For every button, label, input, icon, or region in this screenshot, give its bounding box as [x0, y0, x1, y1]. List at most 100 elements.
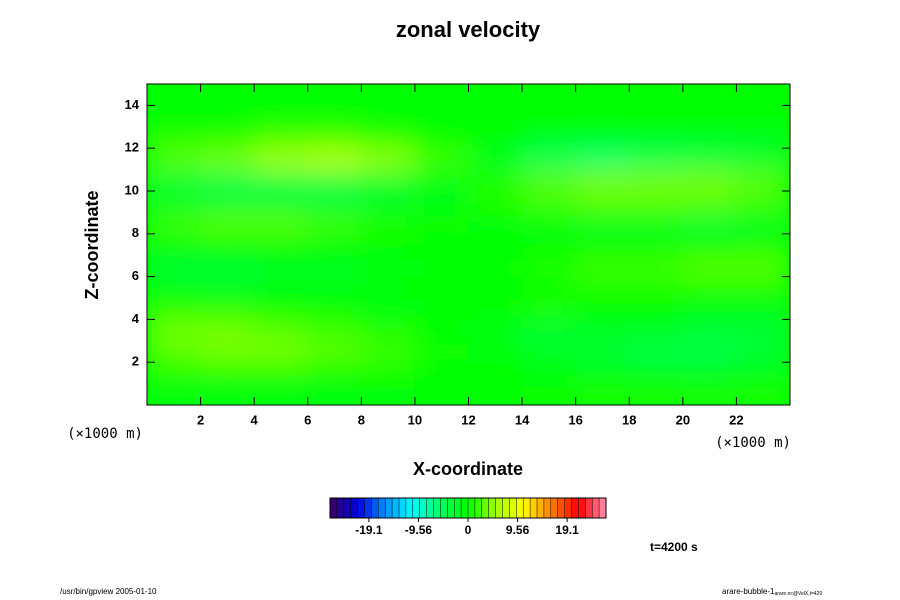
field-cell [628, 104, 684, 128]
field-cell [682, 318, 737, 342]
field-cell [575, 126, 630, 149]
x-tick-label: 4 [251, 412, 259, 427]
field-cell [200, 361, 255, 385]
field-cell [575, 254, 630, 278]
field-cell [521, 190, 577, 213]
field-cell [200, 190, 255, 213]
field-cell [360, 383, 416, 405]
field-cell [468, 297, 523, 320]
colorbar-segment [350, 498, 358, 518]
field-cell [468, 169, 523, 192]
field-cell [468, 147, 523, 171]
field-cell [575, 276, 630, 299]
colorbar-segment [474, 498, 483, 518]
y-axis-label: Z-coordinate [82, 190, 102, 299]
field-cell [200, 169, 255, 192]
field-cell [200, 340, 255, 363]
field-cell [253, 361, 309, 385]
field-cell [414, 276, 469, 299]
field-cell [628, 318, 684, 342]
field-cell [147, 211, 202, 235]
field-cell [414, 104, 469, 128]
time-label: t=4200 s [650, 540, 698, 554]
y-unit: (×1000 m) [67, 426, 143, 442]
field-cell [307, 254, 362, 278]
footer-right-main: arare-bubble-1 [722, 587, 775, 596]
colorbar-segment [461, 498, 469, 518]
footer-right-sub: arare.nc@VelX,t=420 [774, 591, 822, 597]
field-cell [682, 340, 737, 363]
field-cell [735, 84, 790, 106]
field-cell [628, 297, 684, 320]
colorbar-segment [468, 498, 476, 518]
field-cell [200, 104, 255, 128]
field-cell [200, 254, 255, 278]
field-cell [147, 147, 202, 171]
field-cell [200, 383, 255, 405]
field-cell [682, 104, 737, 128]
colorbar-segment [364, 498, 372, 518]
colorbar-tick-label: 19.1 [555, 523, 579, 537]
field-cell [360, 104, 416, 128]
field-cell [200, 84, 255, 106]
x-tick-label: 22 [729, 412, 743, 427]
field-cell [200, 318, 255, 342]
field-cell [414, 361, 469, 385]
chart-title: zonal velocity [396, 17, 541, 42]
colorbar-segment [523, 498, 531, 518]
field-cell [735, 169, 790, 192]
x-tick-label: 18 [622, 412, 636, 427]
field-cell [147, 276, 202, 299]
field-cell [468, 340, 523, 363]
field-cell [468, 318, 523, 342]
field-cell [360, 190, 416, 213]
field-cell [575, 169, 630, 192]
field-cell [360, 254, 416, 278]
field-cell [253, 190, 309, 213]
field-cell [628, 84, 684, 106]
field-cell [521, 318, 577, 342]
field-cell [575, 104, 630, 128]
field-cell [147, 126, 202, 149]
field-cell [575, 340, 630, 363]
field-cell [628, 361, 684, 385]
colorbar-tick-label: 9.56 [506, 523, 530, 537]
y-tick-label: 6 [132, 268, 139, 283]
field-cell [414, 297, 469, 320]
field-cell [253, 383, 309, 405]
field-cell [682, 383, 737, 405]
field-cell [521, 233, 577, 256]
field-cell [735, 361, 790, 385]
field-cell [468, 276, 523, 299]
field-cell [575, 361, 630, 385]
field-cell [628, 169, 684, 192]
colorbar-segment [330, 498, 338, 518]
field-cell [682, 169, 737, 192]
field-clip [147, 84, 790, 405]
colorbar-segment [585, 498, 593, 518]
field-cell [628, 211, 684, 235]
field-cell [735, 126, 790, 149]
field-cell [147, 318, 202, 342]
field-cell [414, 340, 469, 363]
field-cell [147, 383, 202, 405]
y-tick-label: 2 [132, 354, 139, 369]
colorbar-tick-label: -19.1 [355, 523, 383, 537]
colorbar-segment [371, 498, 379, 518]
x-tick-label: 8 [358, 412, 365, 427]
field-cell [468, 190, 523, 213]
colorbar-segment [336, 498, 345, 518]
colorbar-segment [592, 498, 600, 518]
colorbar-segment [385, 498, 393, 518]
field-cell [307, 190, 362, 213]
field-cell [307, 126, 362, 149]
field-cell [200, 297, 255, 320]
colorbar-segment [578, 498, 586, 518]
field-cell [307, 169, 362, 192]
field-cell [200, 276, 255, 299]
field-cell [307, 233, 362, 256]
field-cell [735, 211, 790, 235]
colorbar-segment [543, 498, 552, 518]
colorbar-segment [405, 498, 414, 518]
